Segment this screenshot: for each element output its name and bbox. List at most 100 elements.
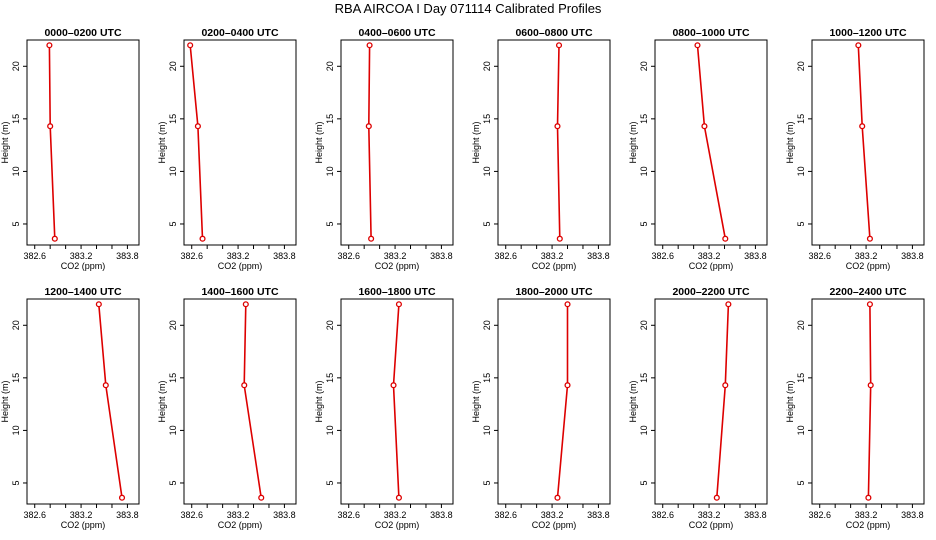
y-tick-label: 5 xyxy=(639,480,649,485)
y-axis-label: Height (m) xyxy=(0,380,10,422)
x-tick-label: 382.6 xyxy=(494,510,517,520)
y-tick-label: 15 xyxy=(796,373,806,383)
y-tick-label: 10 xyxy=(168,166,178,176)
profile-point xyxy=(722,382,729,389)
plot-frame xyxy=(26,298,140,505)
profile-line xyxy=(367,45,372,239)
y-tick-label: 15 xyxy=(168,373,178,383)
profile-line xyxy=(696,45,727,239)
y-tick-label: 10 xyxy=(796,166,806,176)
x-tick-label: 383.2 xyxy=(698,251,721,261)
y-tick-label: 20 xyxy=(325,320,335,330)
profile-point xyxy=(556,235,563,242)
profile-point xyxy=(242,301,249,308)
y-tick-label: 10 xyxy=(482,166,492,176)
x-tick-label: 383.2 xyxy=(541,251,564,261)
x-axis-label: CO2 (ppm) xyxy=(532,261,577,271)
x-tick-label: 383.8 xyxy=(744,251,767,261)
profile-point xyxy=(365,123,372,130)
profile-point xyxy=(865,494,872,501)
profile-point xyxy=(395,301,402,308)
y-tick-label: 5 xyxy=(482,221,492,226)
x-tick-label: 383.8 xyxy=(587,510,610,520)
x-axis-label: CO2 (ppm) xyxy=(61,520,106,530)
x-tick-label: 383.2 xyxy=(70,510,93,520)
profile-point xyxy=(241,382,248,389)
x-tick-label: 382.6 xyxy=(494,251,517,261)
x-axis-label: CO2 (ppm) xyxy=(375,261,420,271)
y-tick-label: 5 xyxy=(796,221,806,226)
y-tick-label: 20 xyxy=(11,61,21,71)
profile-line xyxy=(556,45,561,239)
plot-frame xyxy=(811,39,925,246)
panel-title: 0400–0600 UTC xyxy=(358,27,435,39)
panel-title: 1400–1600 UTC xyxy=(201,286,278,298)
y-tick-label: 10 xyxy=(325,166,335,176)
panel-title: 0000–0200 UTC xyxy=(44,27,121,39)
x-axis-label: CO2 (ppm) xyxy=(375,520,420,530)
y-axis-label: Height (m) xyxy=(785,121,795,163)
panel-title: 2200–2400 UTC xyxy=(829,286,906,298)
profile-point xyxy=(701,123,708,130)
y-tick-label: 15 xyxy=(325,114,335,124)
profile-point xyxy=(366,42,373,49)
y-tick-label: 15 xyxy=(639,373,649,383)
y-tick-label: 10 xyxy=(168,425,178,435)
y-tick-label: 5 xyxy=(639,221,649,226)
profile-point xyxy=(866,301,873,308)
profile-line xyxy=(189,45,204,239)
x-tick-label: 382.6 xyxy=(651,510,674,520)
y-tick-label: 20 xyxy=(168,61,178,71)
profile-point xyxy=(194,123,201,130)
y-axis-label: Height (m) xyxy=(0,121,10,163)
x-tick-label: 383.8 xyxy=(430,251,453,261)
x-tick-label: 383.8 xyxy=(116,510,139,520)
y-tick-label: 10 xyxy=(639,166,649,176)
profile-point xyxy=(258,494,265,501)
x-axis-label: CO2 (ppm) xyxy=(689,520,734,530)
profile-point xyxy=(564,382,571,389)
profile-point xyxy=(102,382,109,389)
figure-title: RBA AIRCOA I Day 071114 Calibrated Profi… xyxy=(334,1,602,16)
x-tick-label: 383.2 xyxy=(541,510,564,520)
profile-line xyxy=(392,304,400,498)
y-tick-label: 20 xyxy=(482,61,492,71)
x-tick-label: 383.8 xyxy=(273,251,296,261)
y-tick-label: 10 xyxy=(796,425,806,435)
x-tick-label: 383.8 xyxy=(901,510,924,520)
y-tick-label: 10 xyxy=(11,425,21,435)
x-tick-label: 383.8 xyxy=(116,251,139,261)
y-tick-label: 20 xyxy=(11,320,21,330)
panel-title: 0800–1000 UTC xyxy=(672,27,749,39)
y-tick-label: 20 xyxy=(639,61,649,71)
y-tick-label: 5 xyxy=(11,480,21,485)
profile-line xyxy=(243,304,262,498)
y-tick-label: 10 xyxy=(482,425,492,435)
profile-point xyxy=(95,301,102,308)
profile-line xyxy=(857,45,871,239)
x-axis-label: CO2 (ppm) xyxy=(846,261,891,271)
profile-point xyxy=(855,42,862,49)
x-tick-label: 383.2 xyxy=(855,510,878,520)
profile-line xyxy=(556,304,569,498)
y-tick-label: 5 xyxy=(325,221,335,226)
y-tick-label: 5 xyxy=(11,221,21,226)
profile-point xyxy=(390,382,397,389)
plot-frame xyxy=(497,39,611,246)
profile-line xyxy=(716,304,730,498)
y-axis-label: Height (m) xyxy=(471,380,481,422)
y-axis-label: Height (m) xyxy=(157,380,167,422)
x-tick-label: 383.2 xyxy=(384,251,407,261)
profile-line xyxy=(98,304,123,498)
y-tick-label: 20 xyxy=(796,61,806,71)
x-tick-label: 382.6 xyxy=(651,251,674,261)
y-tick-label: 15 xyxy=(11,114,21,124)
x-axis-label: CO2 (ppm) xyxy=(689,261,734,271)
plot-frame xyxy=(26,39,140,246)
x-tick-label: 383.2 xyxy=(698,510,721,520)
x-axis-label: CO2 (ppm) xyxy=(61,261,106,271)
profile-point xyxy=(564,301,571,308)
y-tick-label: 5 xyxy=(325,480,335,485)
y-tick-label: 5 xyxy=(482,480,492,485)
